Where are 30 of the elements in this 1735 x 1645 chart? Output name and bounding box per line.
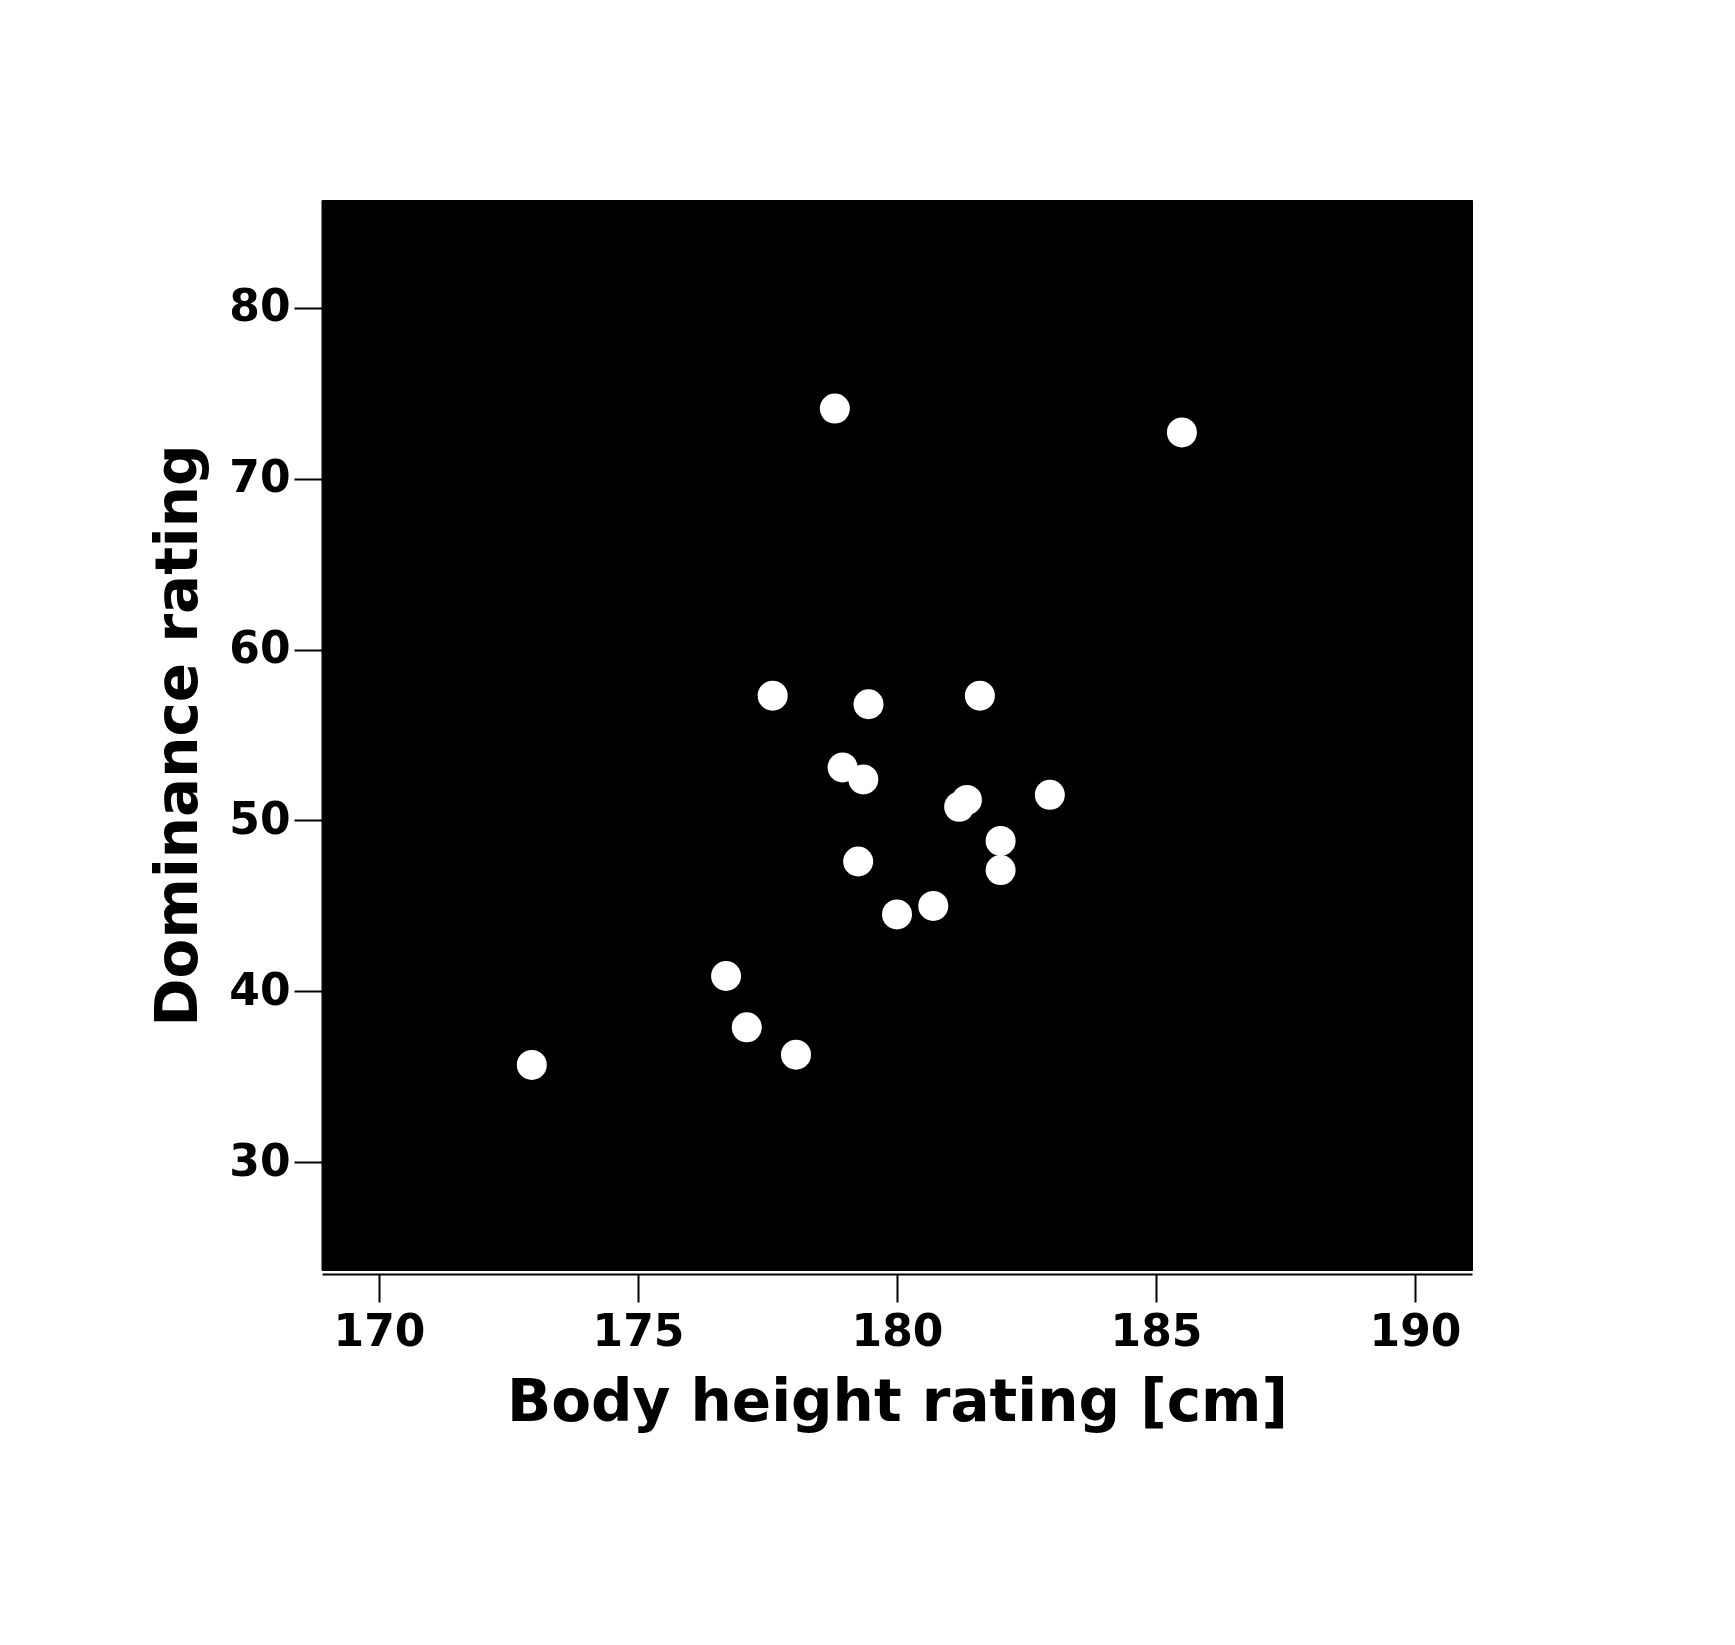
point [985, 855, 1016, 885]
point [711, 961, 742, 991]
y-tick-label: 60 [229, 622, 291, 674]
point [1166, 417, 1197, 448]
point [843, 846, 874, 877]
point [951, 784, 982, 815]
y-tick-label: 50 [229, 792, 291, 844]
point [985, 826, 1016, 856]
x-axis-title: Body height rating [cm] [507, 1366, 1288, 1435]
point [1034, 779, 1065, 810]
y-axis-title: Dominance rating [143, 444, 212, 1027]
point [853, 689, 884, 720]
point [964, 680, 995, 711]
point [516, 1049, 547, 1080]
y-tick-label: 80 [229, 280, 291, 332]
y-tick-label: 40 [229, 963, 291, 1015]
point [731, 1012, 762, 1043]
x-tick-label: 175 [592, 1304, 685, 1356]
point [780, 1039, 811, 1070]
point [757, 680, 788, 711]
y-tick-label: 70 [229, 451, 291, 503]
x-tick-label: 190 [1369, 1304, 1462, 1356]
point [882, 899, 912, 930]
x-tick-label: 170 [333, 1304, 426, 1356]
point [918, 890, 949, 921]
x-tick-label: 185 [1110, 1304, 1203, 1356]
point [848, 764, 879, 795]
x-tick-label: 180 [851, 1304, 944, 1356]
y-tick-label: 30 [229, 1134, 291, 1186]
point [819, 393, 850, 424]
